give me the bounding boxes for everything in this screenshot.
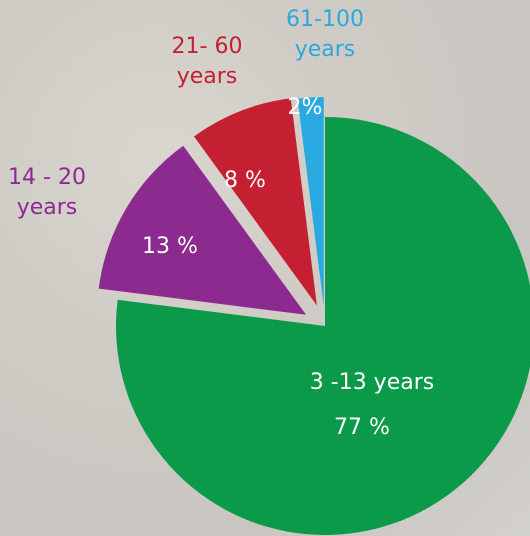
category-label: 21- 60 years (171, 34, 243, 89)
pie-slice (116, 117, 530, 535)
pie-slice (297, 97, 324, 307)
value-label: 77 % (334, 415, 390, 440)
value-label: 8 % (224, 168, 266, 193)
category-label: 61-100 years (286, 7, 364, 62)
category-label: 3 -13 years (310, 370, 434, 395)
category-label: 14 - 20 years (8, 165, 86, 220)
value-label: 13 % (142, 234, 198, 259)
value-label: 2% (288, 95, 323, 120)
pie-slice (194, 98, 317, 306)
pie-slice (98, 145, 307, 315)
